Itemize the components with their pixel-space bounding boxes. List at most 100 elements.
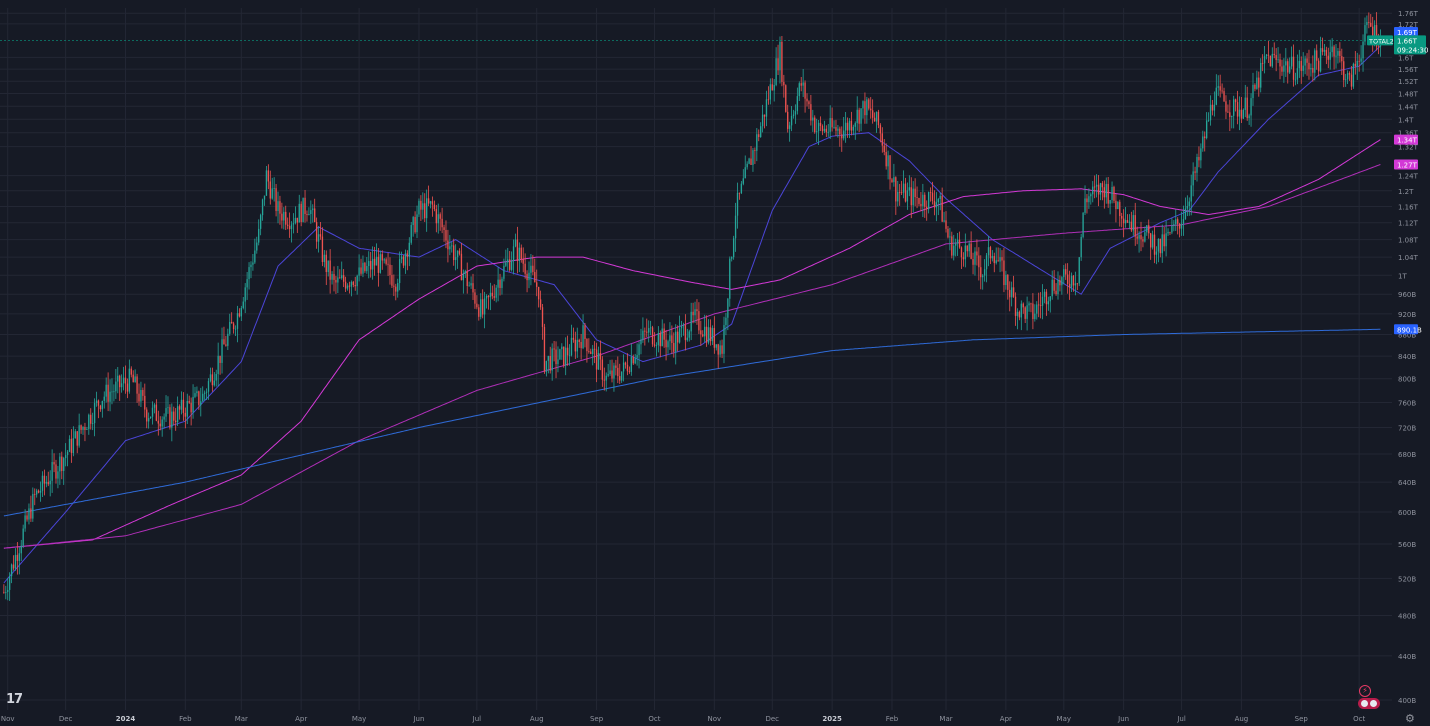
candle-body xyxy=(339,277,341,279)
tradingview-logo[interactable]: 17 xyxy=(6,692,23,707)
candle-body xyxy=(692,311,694,316)
candle-body xyxy=(202,393,204,402)
candle-body xyxy=(570,337,573,356)
candle-body xyxy=(1082,212,1084,237)
candle-body xyxy=(790,116,793,126)
candle-body xyxy=(113,391,115,393)
candle-body xyxy=(537,286,540,300)
candle-body xyxy=(983,269,986,276)
candle-body xyxy=(485,295,488,299)
y-tick-label: 1.24T xyxy=(1398,173,1419,181)
candle-body xyxy=(1063,269,1065,278)
candle-body xyxy=(989,247,992,259)
candle-body xyxy=(356,275,358,287)
flag-icon[interactable] xyxy=(1358,698,1380,709)
candle-body xyxy=(39,490,42,493)
candle-body xyxy=(1146,225,1148,233)
candle-body xyxy=(663,328,665,340)
candle-body xyxy=(1020,303,1022,318)
candle-body xyxy=(960,247,963,258)
candle-body xyxy=(592,348,594,355)
lightning-icon[interactable]: ⚡ xyxy=(1359,685,1371,697)
candle-body xyxy=(389,264,391,276)
candle-body xyxy=(248,267,250,280)
candle-body xyxy=(443,227,445,231)
candle-body xyxy=(140,389,142,402)
candle-body xyxy=(487,295,490,298)
candle-body xyxy=(547,356,549,361)
candle-body xyxy=(344,281,347,289)
candle-body xyxy=(1366,21,1368,26)
candle-body xyxy=(945,220,947,229)
gear-icon[interactable]: ⚙ xyxy=(1405,712,1415,725)
price-axis[interactable]: 1.76T 1.72T 1.6T 1.56T 1.52T 1.48T 1.44T 1.4T 1.… xyxy=(1398,10,1419,705)
y-tick-label: 1.08T xyxy=(1398,237,1419,245)
candle-body xyxy=(1182,219,1185,224)
candle-body xyxy=(458,250,461,254)
candle-body xyxy=(619,376,621,381)
candle-body xyxy=(302,197,304,223)
ma_mid-line xyxy=(3,139,1381,549)
candle-body xyxy=(51,462,53,481)
candle-body xyxy=(719,345,721,355)
candle-body xyxy=(707,327,710,343)
candle-body xyxy=(796,96,799,112)
candle-body xyxy=(640,339,642,345)
price-tag-label: 1.34T xyxy=(1397,137,1418,145)
candle-body xyxy=(159,423,161,427)
candle-body xyxy=(1099,183,1102,195)
candle-body xyxy=(1348,73,1351,75)
ma_short-line xyxy=(3,45,1381,584)
candle-body xyxy=(812,117,814,121)
candle-body xyxy=(1275,55,1277,61)
candle-body xyxy=(1128,221,1131,223)
time-axis[interactable]: Nov Dec 2024 Feb Mar Apr May Jun Jul Aug Sep Oct Nov… xyxy=(1,715,1366,723)
candle-body xyxy=(601,359,604,380)
candle-body xyxy=(383,259,385,261)
candle-body xyxy=(792,114,795,117)
candle-body xyxy=(636,355,638,359)
candle-body xyxy=(702,334,704,337)
candle-body xyxy=(727,298,729,318)
candle-body xyxy=(63,458,65,471)
candle-body xyxy=(1335,55,1337,57)
candle-body xyxy=(149,416,152,419)
x-tick-label: Mar xyxy=(939,715,952,723)
candle-body xyxy=(806,98,808,102)
candle-body xyxy=(584,325,586,340)
candle-body xyxy=(3,591,5,593)
candle-body xyxy=(258,228,260,243)
candle-body xyxy=(1290,56,1293,67)
candle-body xyxy=(649,327,652,329)
candle-body xyxy=(18,553,20,561)
candle-body xyxy=(1090,194,1092,197)
candle-body xyxy=(478,307,480,317)
candle-body xyxy=(252,262,254,265)
candle-body xyxy=(105,384,107,397)
candle-body xyxy=(254,250,256,263)
candle-body xyxy=(333,274,335,280)
candle-body xyxy=(545,360,548,372)
candle-body xyxy=(843,130,845,139)
candle-body xyxy=(1068,283,1071,288)
candle-body xyxy=(90,414,92,424)
candle-body xyxy=(555,349,557,365)
candle-body xyxy=(1024,307,1026,319)
candle-body xyxy=(765,99,768,117)
candle-body xyxy=(659,333,661,347)
candle-body xyxy=(1149,233,1152,248)
candle-body xyxy=(532,265,534,273)
candle-body xyxy=(524,263,526,274)
candle-body xyxy=(721,345,723,354)
candle-body xyxy=(1038,304,1040,306)
candle-body xyxy=(1167,231,1169,234)
candle-body xyxy=(240,307,243,317)
candle-body xyxy=(1117,201,1119,210)
candle-body xyxy=(603,379,605,381)
candle-body xyxy=(732,238,735,258)
candle-body xyxy=(964,245,967,260)
candle-body xyxy=(213,380,215,386)
candle-body xyxy=(671,335,673,343)
candle-body xyxy=(41,475,44,491)
